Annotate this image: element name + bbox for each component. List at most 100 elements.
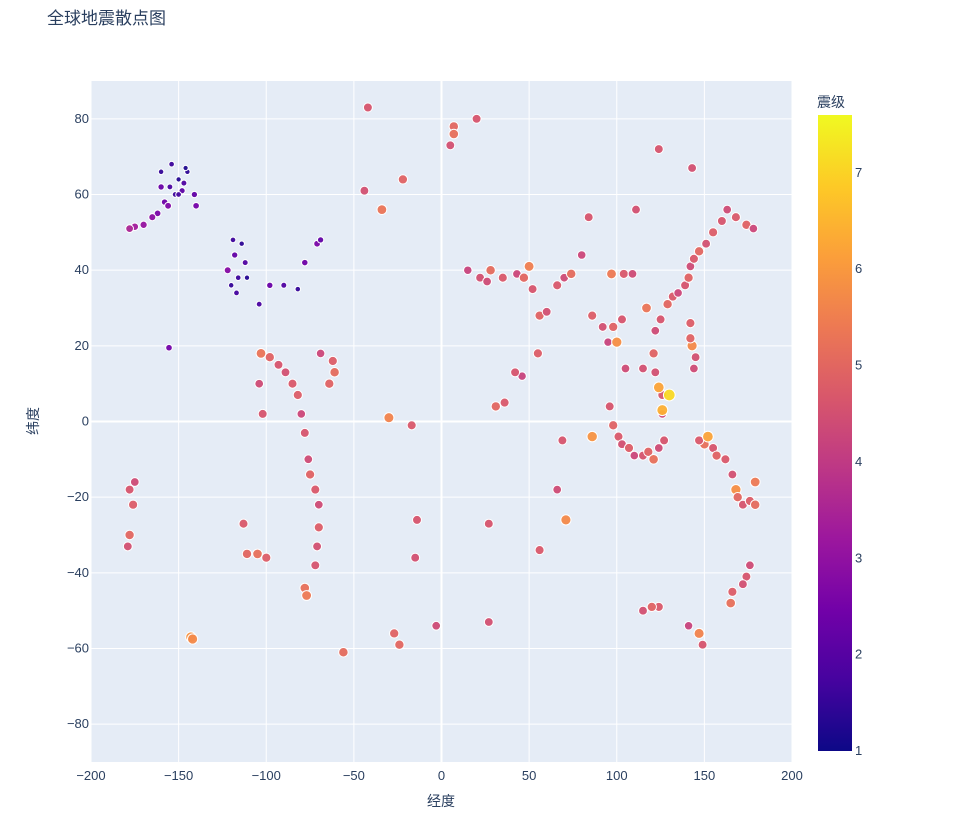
- data-point[interactable]: [329, 367, 340, 378]
- data-point[interactable]: [732, 492, 743, 503]
- data-point[interactable]: [557, 435, 568, 446]
- data-point[interactable]: [701, 238, 712, 249]
- data-point[interactable]: [650, 367, 661, 378]
- data-point[interactable]: [316, 236, 325, 244]
- data-point[interactable]: [541, 306, 552, 317]
- data-point[interactable]: [552, 484, 563, 495]
- data-point[interactable]: [129, 477, 140, 487]
- data-point[interactable]: [565, 268, 577, 280]
- data-point[interactable]: [313, 499, 324, 510]
- data-point[interactable]: [327, 355, 338, 367]
- data-point[interactable]: [608, 321, 619, 333]
- data-point[interactable]: [749, 499, 761, 510]
- data-point[interactable]: [534, 545, 545, 556]
- data-point[interactable]: [748, 223, 759, 234]
- data-point[interactable]: [233, 289, 240, 297]
- data-point[interactable]: [280, 281, 288, 289]
- data-point[interactable]: [730, 212, 741, 223]
- data-point[interactable]: [389, 628, 400, 639]
- scatter-points[interactable]: [122, 102, 761, 658]
- data-point[interactable]: [223, 266, 232, 275]
- data-point[interactable]: [431, 620, 442, 631]
- data-point[interactable]: [238, 518, 249, 529]
- data-point[interactable]: [702, 430, 714, 443]
- data-point[interactable]: [697, 639, 708, 650]
- data-point[interactable]: [157, 168, 165, 176]
- data-point[interactable]: [727, 469, 738, 480]
- data-point[interactable]: [552, 280, 563, 291]
- data-point[interactable]: [643, 446, 654, 457]
- data-point[interactable]: [448, 128, 460, 140]
- data-point[interactable]: [673, 288, 683, 298]
- data-point[interactable]: [301, 258, 309, 267]
- data-point[interactable]: [252, 548, 263, 560]
- data-point[interactable]: [175, 191, 182, 198]
- data-point[interactable]: [338, 647, 349, 658]
- data-point[interactable]: [166, 183, 174, 191]
- data-point[interactable]: [241, 548, 253, 560]
- data-point[interactable]: [653, 443, 664, 453]
- data-point[interactable]: [745, 560, 755, 571]
- data-point[interactable]: [292, 389, 303, 401]
- data-point[interactable]: [604, 401, 615, 412]
- data-point[interactable]: [648, 348, 659, 359]
- data-point[interactable]: [255, 348, 267, 359]
- data-point[interactable]: [652, 381, 665, 394]
- data-point[interactable]: [687, 163, 698, 173]
- data-point[interactable]: [128, 499, 139, 510]
- data-point[interactable]: [192, 201, 200, 210]
- data-point[interactable]: [362, 102, 373, 113]
- data-point[interactable]: [303, 454, 314, 465]
- data-point[interactable]: [280, 367, 291, 378]
- data-point[interactable]: [583, 212, 594, 223]
- data-point[interactable]: [485, 264, 496, 276]
- data-point[interactable]: [683, 272, 694, 283]
- data-point[interactable]: [376, 204, 388, 215]
- data-point[interactable]: [406, 420, 417, 431]
- data-point[interactable]: [243, 274, 251, 281]
- data-point[interactable]: [659, 435, 670, 446]
- data-point[interactable]: [490, 401, 501, 412]
- data-point[interactable]: [725, 597, 737, 609]
- data-point[interactable]: [124, 529, 135, 541]
- data-point[interactable]: [153, 209, 162, 218]
- data-point[interactable]: [576, 250, 587, 260]
- data-point[interactable]: [603, 337, 613, 347]
- data-point[interactable]: [510, 367, 521, 378]
- data-point[interactable]: [261, 552, 272, 563]
- data-point[interactable]: [646, 601, 657, 613]
- data-point[interactable]: [532, 348, 543, 359]
- data-point[interactable]: [304, 469, 316, 480]
- data-point[interactable]: [164, 201, 173, 210]
- data-point[interactable]: [190, 190, 199, 199]
- data-point[interactable]: [482, 276, 492, 287]
- data-point[interactable]: [315, 348, 326, 359]
- data-point[interactable]: [648, 453, 659, 465]
- data-point[interactable]: [631, 204, 641, 215]
- data-point[interactable]: [273, 359, 284, 370]
- data-point[interactable]: [518, 272, 530, 283]
- data-point[interactable]: [299, 427, 310, 438]
- data-point[interactable]: [410, 552, 421, 563]
- data-point[interactable]: [711, 450, 722, 461]
- data-point[interactable]: [708, 227, 719, 238]
- data-point[interactable]: [296, 409, 307, 419]
- data-point[interactable]: [165, 343, 173, 352]
- data-point[interactable]: [463, 265, 473, 275]
- data-point[interactable]: [229, 236, 237, 244]
- data-point[interactable]: [310, 560, 321, 571]
- data-point[interactable]: [301, 590, 313, 601]
- data-point[interactable]: [412, 514, 422, 525]
- data-point[interactable]: [527, 284, 538, 295]
- data-point[interactable]: [122, 541, 133, 552]
- data-point[interactable]: [125, 224, 134, 233]
- data-point[interactable]: [641, 302, 652, 314]
- data-point[interactable]: [483, 518, 494, 529]
- data-point[interactable]: [394, 639, 405, 650]
- data-point[interactable]: [586, 430, 598, 443]
- data-point[interactable]: [266, 281, 274, 290]
- data-point[interactable]: [629, 450, 640, 461]
- data-point[interactable]: [623, 442, 635, 454]
- data-point[interactable]: [287, 378, 298, 389]
- data-point[interactable]: [587, 310, 598, 321]
